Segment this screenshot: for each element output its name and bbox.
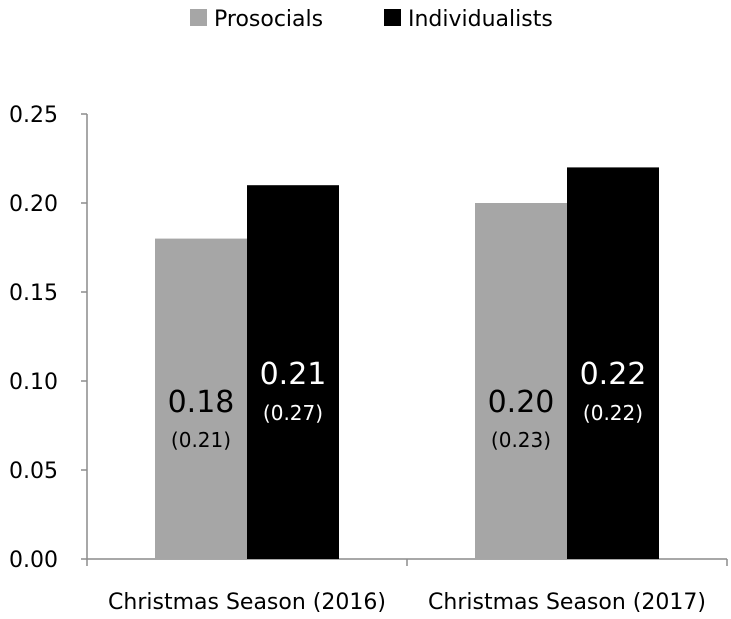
bars [155, 167, 659, 559]
bar-sd-label: (0.23) [491, 428, 551, 452]
y-tick-label: 0.05 [9, 459, 58, 484]
y-tick-label: 0.10 [9, 370, 58, 395]
bar-sd-label: (0.27) [263, 401, 323, 425]
y-tick-label: 0.00 [9, 548, 58, 573]
y-tick-label: 0.15 [9, 281, 58, 306]
y-tick-label: 0.20 [9, 192, 58, 217]
bar-sd-label: (0.21) [171, 428, 231, 452]
x-category-label: Christmas Season (2017) [428, 590, 706, 615]
bar-individualists-1 [567, 167, 659, 559]
legend-label-prosocials: Prosocials [214, 7, 323, 32]
bar-value-label: 0.20 [488, 385, 555, 420]
bar-sd-label: (0.22) [583, 401, 643, 425]
y-tick-label: 0.25 [9, 103, 58, 128]
bar-value-label: 0.21 [260, 357, 327, 392]
legend-swatch-prosocials [190, 9, 207, 26]
bar-prosocials-0 [155, 238, 247, 559]
value-labels: 0.18 (0.21) 0.21 (0.27) 0.20 (0.23) 0.22 (0.22) [168, 357, 647, 452]
x-axis: Christmas Season (2016) Christmas Season … [86, 558, 728, 615]
x-category-label: Christmas Season (2016) [108, 590, 386, 615]
legend-swatch-individualists [384, 9, 401, 26]
bar-individualists-0 [247, 185, 339, 559]
legend: Prosocials Individualists [190, 7, 553, 32]
y-axis: 0.00 0.05 0.10 0.15 0.20 0.25 [9, 103, 88, 573]
bar-prosocials-1 [475, 203, 567, 559]
bar-value-label: 0.22 [580, 357, 647, 392]
legend-label-individualists: Individualists [408, 7, 553, 32]
bar-value-label: 0.18 [168, 385, 235, 420]
